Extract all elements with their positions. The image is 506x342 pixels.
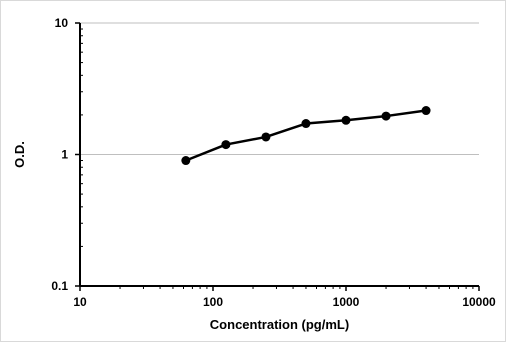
x-tick-label: 10 <box>73 295 87 309</box>
tick-labels: 10 100 1000 10000 0.1 1 10 <box>51 16 496 309</box>
data-series <box>181 106 431 166</box>
y-axis-title: O.D. <box>12 141 27 168</box>
y-tick-label: 10 <box>55 16 69 30</box>
y-tick-label: 1 <box>61 148 68 162</box>
x-tick-label: 10000 <box>462 295 496 309</box>
axes <box>75 22 480 291</box>
data-point <box>221 140 231 150</box>
data-point <box>301 119 311 129</box>
y-tick-label: 0.1 <box>51 279 68 293</box>
data-point <box>261 132 271 142</box>
data-point <box>421 106 431 116</box>
data-point <box>381 111 391 121</box>
data-point <box>181 156 191 166</box>
gridlines <box>80 22 479 155</box>
x-tick-label: 1000 <box>333 295 360 309</box>
data-point <box>341 115 351 125</box>
x-tick-label: 100 <box>203 295 223 309</box>
x-axis-title: Concentration (pg/mL) <box>210 317 349 332</box>
